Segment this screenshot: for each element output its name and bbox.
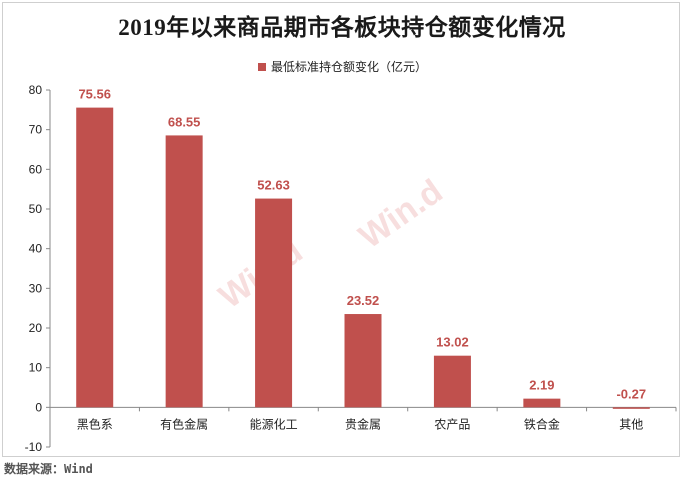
category-label: 其他 — [619, 417, 643, 431]
bar — [255, 198, 293, 408]
bar — [612, 407, 650, 409]
bar — [433, 355, 471, 408]
y-tick-label: 80 — [29, 83, 43, 97]
bar — [165, 135, 203, 408]
data-label: -0.27 — [616, 386, 646, 401]
category-label: 能源化工 — [250, 417, 298, 431]
bar — [76, 107, 114, 408]
y-tick-label: 10 — [29, 361, 43, 375]
data-source: 数据来源：Wind — [4, 462, 93, 476]
data-label: 23.52 — [347, 293, 380, 308]
bar — [344, 314, 382, 408]
y-tick-label: 30 — [29, 281, 43, 295]
y-tick-label: -10 — [25, 440, 43, 454]
data-label: 68.55 — [168, 114, 201, 129]
category-label: 贵金属 — [345, 416, 381, 431]
chart-frame — [2, 2, 680, 457]
legend-swatch — [258, 62, 266, 71]
bar — [523, 398, 561, 408]
y-tick-label: 40 — [29, 242, 43, 256]
category-label: 黑色系 — [77, 417, 113, 431]
category-label: 农产品 — [434, 417, 470, 431]
data-label: 2.19 — [529, 378, 554, 393]
data-label: 13.02 — [436, 335, 469, 350]
data-label: 52.63 — [257, 178, 290, 193]
category-label: 铁合金 — [524, 416, 560, 431]
y-tick-label: 50 — [29, 202, 43, 216]
legend-label: 最低标准持仓额变化（亿元） — [271, 60, 428, 74]
data-label: 75.56 — [78, 87, 111, 102]
chart-title: 2019年以来商品期市各板块持仓额变化情况 — [118, 15, 566, 40]
category-label: 有色金属 — [160, 416, 208, 431]
y-tick-label: 20 — [29, 321, 43, 335]
y-tick-label: 60 — [29, 162, 43, 176]
y-tick-label: 70 — [29, 123, 43, 137]
legend: 最低标准持仓额变化（亿元） — [258, 58, 427, 75]
y-tick-label: 0 — [35, 400, 42, 414]
